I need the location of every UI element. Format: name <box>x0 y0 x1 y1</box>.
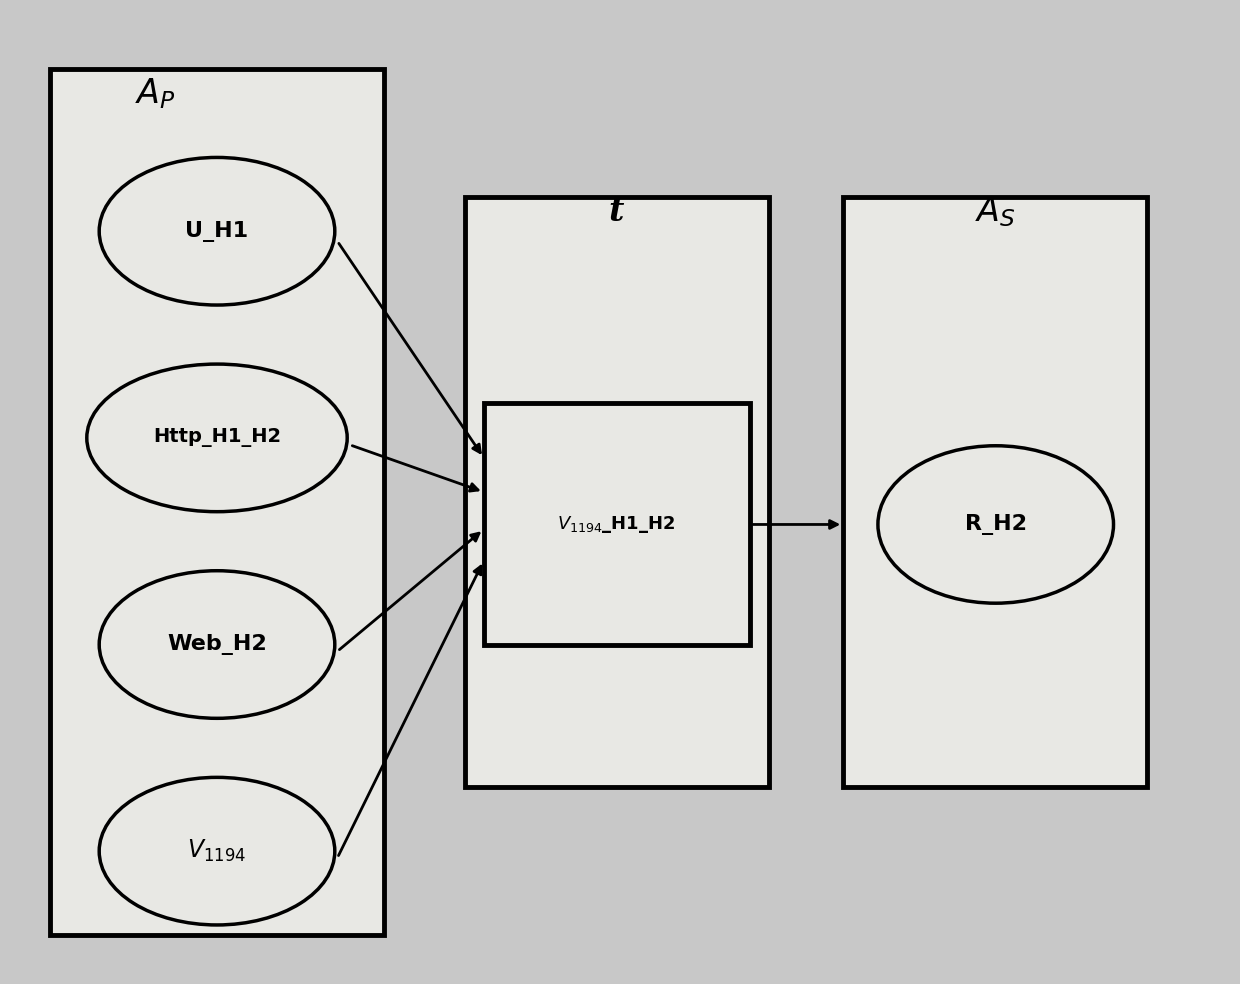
Ellipse shape <box>99 157 335 305</box>
Text: t: t <box>609 195 624 228</box>
Text: $A_S$: $A_S$ <box>976 194 1016 229</box>
Text: R_H2: R_H2 <box>965 514 1027 535</box>
Text: $A_P$: $A_P$ <box>135 76 175 111</box>
Text: Http_H1_H2: Http_H1_H2 <box>153 428 281 448</box>
Ellipse shape <box>878 446 1114 603</box>
Ellipse shape <box>99 571 335 718</box>
Ellipse shape <box>87 364 347 512</box>
Bar <box>465 197 769 787</box>
Ellipse shape <box>99 777 335 925</box>
Bar <box>843 197 1147 787</box>
Text: $V_{1194}$: $V_{1194}$ <box>187 838 247 864</box>
Bar <box>484 403 750 645</box>
Text: Web_H2: Web_H2 <box>167 634 267 655</box>
Bar <box>50 69 384 935</box>
Text: $V_{1194}$_H1_H2: $V_{1194}$_H1_H2 <box>557 514 676 535</box>
Text: U_H1: U_H1 <box>186 220 248 242</box>
